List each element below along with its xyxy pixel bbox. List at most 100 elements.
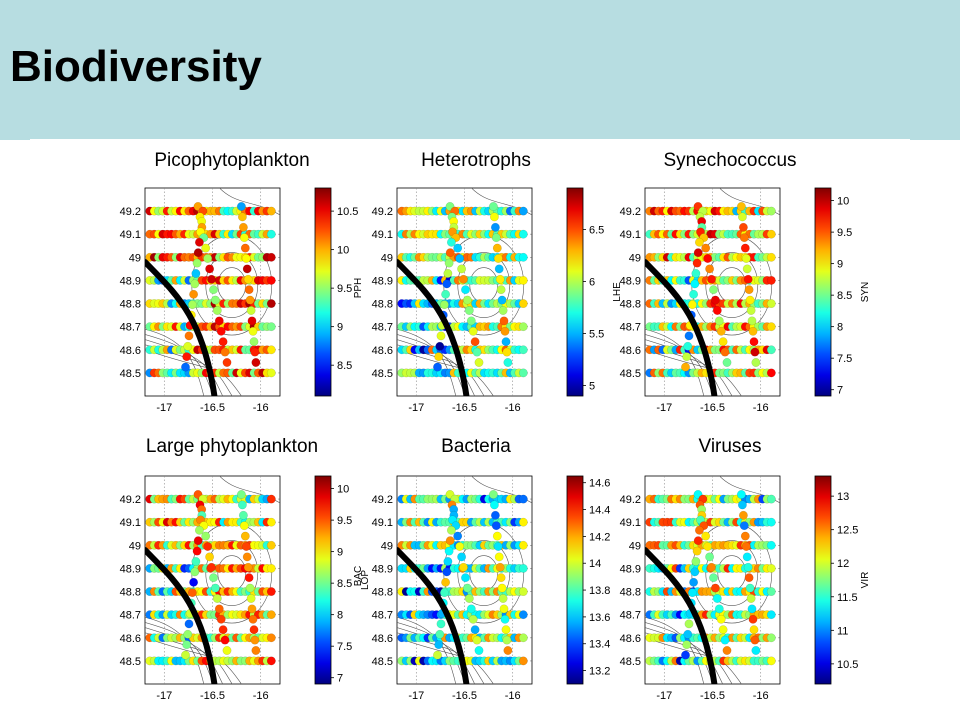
data-point <box>682 640 692 650</box>
data-point <box>716 326 726 336</box>
colorbar-tick-label: 9 <box>337 547 343 559</box>
data-point <box>474 358 484 367</box>
y-tick-label: 48.5 <box>620 656 641 668</box>
data-point <box>266 494 276 504</box>
data-point <box>518 540 528 550</box>
data-point <box>497 583 507 593</box>
data-point <box>444 258 454 268</box>
y-tick-label: 49.2 <box>372 206 393 218</box>
y-tick-label: 49.2 <box>372 494 393 506</box>
data-point <box>720 347 730 357</box>
colorbar-tick-label: 12.5 <box>837 525 858 537</box>
data-point <box>181 650 190 660</box>
y-tick-label: 48.6 <box>372 633 393 645</box>
data-point <box>695 237 704 247</box>
y-tick-label: 48.9 <box>120 563 141 575</box>
data-point <box>745 295 755 305</box>
data-point <box>720 635 730 645</box>
data-point <box>692 258 702 268</box>
data-point <box>222 646 232 655</box>
colorbar-tick-label: 14 <box>589 558 601 570</box>
data-point <box>216 614 226 624</box>
chart-large-phytoplankton: 49.2 49.1 49 48.9 48.8 48.7 48.6 48.5 -17 -16.5 -1… <box>120 475 371 702</box>
data-point <box>445 536 455 546</box>
data-point <box>248 614 258 624</box>
y-tick-label: 48.8 <box>372 299 393 311</box>
data-point <box>766 540 776 550</box>
data-point <box>240 243 250 253</box>
data-point <box>444 546 454 556</box>
colorbar-tick-label: 7.5 <box>337 641 352 653</box>
data-point <box>501 625 511 635</box>
data-point <box>683 629 693 639</box>
data-point <box>518 229 528 239</box>
x-tick-label: -16 <box>753 690 769 702</box>
x-tick-label: -16 <box>753 402 769 414</box>
data-point <box>490 510 500 520</box>
data-point <box>518 517 528 527</box>
data-point <box>746 306 756 315</box>
data-point <box>737 500 747 510</box>
x-tick-label: -17 <box>156 402 172 414</box>
y-tick-label: 49.1 <box>372 229 393 241</box>
colorbar-tick-label: 14.2 <box>589 531 610 543</box>
data-point <box>266 345 276 355</box>
colorbar-tick-label: 9.5 <box>837 227 852 239</box>
contour-line <box>145 627 223 684</box>
data-point <box>766 368 776 378</box>
data-point <box>742 264 752 274</box>
data-point <box>192 546 202 556</box>
data-point <box>711 583 720 593</box>
colorbar-tick-label: 13.8 <box>589 585 610 597</box>
data-point <box>266 229 276 239</box>
data-point <box>241 254 251 263</box>
data-point <box>495 562 505 572</box>
data-point <box>503 646 513 655</box>
data-point <box>453 531 463 541</box>
data-point <box>766 517 776 527</box>
data-point <box>712 306 722 315</box>
data-point <box>749 337 759 347</box>
data-point <box>683 341 693 351</box>
data-point <box>207 562 216 572</box>
data-point <box>766 656 776 666</box>
data-point <box>740 531 750 541</box>
data-point <box>214 316 224 326</box>
data-point <box>747 604 757 614</box>
data-point <box>457 264 467 274</box>
colorbar-tick-label: 9.5 <box>337 515 352 527</box>
data-point <box>716 614 726 624</box>
colorbar-tick-label: 11.5 <box>837 592 858 604</box>
data-point <box>436 331 446 341</box>
x-tick-label: -17 <box>408 690 424 702</box>
data-point <box>205 264 215 274</box>
data-point <box>491 233 501 243</box>
data-point <box>436 619 446 629</box>
colorbar-label: LHE <box>612 282 623 302</box>
data-point <box>736 202 746 211</box>
data-point <box>518 299 528 309</box>
page-title: Biodiversity <box>10 42 262 91</box>
data-point <box>470 625 480 635</box>
data-point <box>718 625 728 635</box>
data-point <box>237 500 247 510</box>
title-bar <box>0 0 960 140</box>
colorbar-tick-label: 8.5 <box>337 360 352 372</box>
colorbar-tick-label: 9 <box>337 322 343 334</box>
data-point <box>222 358 232 367</box>
x-tick-label: -16.5 <box>200 690 225 702</box>
data-point <box>211 295 220 305</box>
x-tick-label: -16.5 <box>452 402 477 414</box>
data-point <box>218 625 228 635</box>
data-point <box>747 316 757 326</box>
data-point <box>492 243 502 253</box>
colorbar <box>814 475 832 685</box>
data-point <box>497 295 507 305</box>
colorbar-tick-label: 13 <box>837 491 849 503</box>
colorbar-tick-label: 10 <box>337 245 349 257</box>
data-point <box>693 248 703 258</box>
data-point <box>266 540 276 550</box>
colorbar-tick-label: 10 <box>337 484 349 496</box>
colorbar-tick-label: 8.5 <box>837 290 852 302</box>
y-tick-label: 49 <box>129 540 141 552</box>
